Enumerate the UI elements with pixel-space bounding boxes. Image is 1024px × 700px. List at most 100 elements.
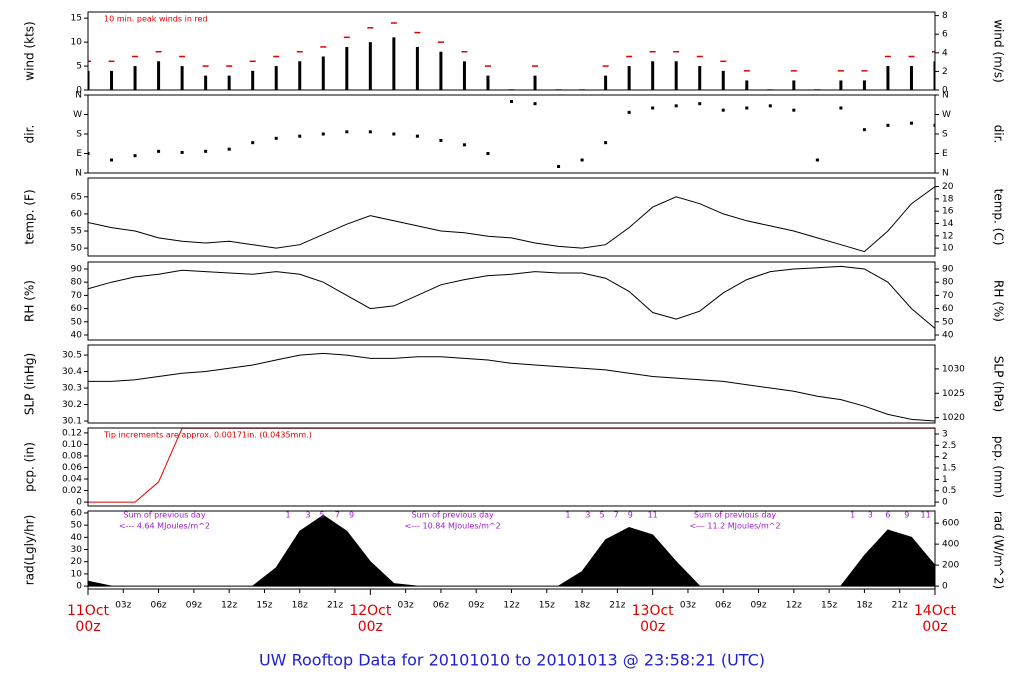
hour-mark: 6: [885, 511, 890, 520]
point: [886, 123, 890, 127]
y-axis-label: temp. (F): [23, 189, 37, 244]
y-tick-label: 60: [71, 508, 83, 518]
y-tick-label: 0.10: [62, 440, 82, 450]
y2-tick-label: 10: [942, 244, 954, 254]
y2-tick-label: 50: [942, 317, 954, 327]
panel: [88, 265, 935, 329]
line: [88, 186, 935, 253]
y-tick-label: 30: [71, 545, 83, 555]
x-tick-label: 06z: [433, 601, 449, 611]
point: [815, 158, 819, 162]
point: [368, 130, 372, 134]
x-tick-label: 12z: [503, 601, 519, 611]
plot-frame: [87, 344, 936, 424]
y-tick-label: 60: [71, 304, 83, 314]
y2-tick-label: 4: [942, 48, 948, 58]
y2-tick-label: N: [942, 91, 949, 101]
x-tick-label: 21z: [327, 601, 343, 611]
hour-mark: 1: [565, 511, 570, 520]
annotation: 10 min. peak winds in red: [104, 15, 208, 24]
y-tick-label: 50: [71, 521, 83, 531]
y2-tick-label: 0.5: [942, 486, 956, 496]
y2-tick-label: 0: [942, 582, 948, 592]
x-tick-label: 06z: [715, 601, 731, 611]
point: [839, 106, 843, 110]
y2-tick-label: 1030: [942, 364, 965, 374]
point: [580, 158, 584, 162]
y-axis-label: pcp. (in): [23, 442, 37, 492]
y2-tick-label: 14: [942, 219, 954, 229]
panel: [88, 514, 935, 587]
annotation: Sum of previous day: [123, 511, 205, 520]
point: [909, 121, 913, 125]
y2-axis-label: dir.: [992, 125, 1006, 144]
y2-tick-label: 2.5: [942, 441, 956, 451]
point: [604, 141, 608, 145]
x-date-label: 12Oct: [349, 603, 392, 619]
hour-mark: 11: [648, 511, 658, 520]
y-tick-label: 5: [76, 62, 82, 72]
annotation: Tip increments are approx. 0.00171in. (0…: [103, 431, 312, 440]
point: [792, 108, 796, 112]
y2-tick-label: 80: [942, 278, 954, 288]
point: [462, 143, 466, 147]
y-tick-label: 40: [71, 330, 83, 340]
y2-tick-label: E: [942, 149, 948, 159]
y2-tick-label: 3: [942, 429, 948, 439]
y-tick-label: E: [76, 149, 82, 159]
annotation: Sum of previous day: [694, 511, 776, 520]
plot-frame: [87, 11, 936, 91]
y-tick-label: 50: [71, 244, 83, 254]
y-tick-label: W: [73, 110, 82, 120]
x-tick-label: 15z: [256, 601, 272, 611]
x-tick-label: 09z: [468, 601, 484, 611]
y-tick-label: 65: [71, 192, 82, 202]
hour-mark: 7: [614, 511, 619, 520]
y-tick-label: 40: [71, 533, 83, 543]
x-tick-label: 18z: [574, 601, 590, 611]
point: [321, 132, 325, 136]
x-tick-label: 06z: [150, 601, 166, 611]
line: [88, 352, 935, 422]
y-tick-label: 0.06: [62, 463, 82, 473]
y2-tick-label: 2: [942, 67, 948, 77]
y-tick-label: 0.12: [62, 428, 82, 438]
y2-tick-label: 200: [942, 561, 959, 571]
y2-tick-label: 20: [942, 182, 954, 192]
annotation: <--- 11.2 MJoules/m^2: [689, 522, 780, 531]
x-tick-label: 15z: [821, 601, 837, 611]
y2-tick-label: 400: [942, 540, 959, 550]
point: [698, 102, 702, 106]
y-tick-label: 80: [71, 278, 83, 288]
point: [651, 106, 655, 110]
panel: [88, 100, 935, 168]
y2-axis-label: wind (m/s): [992, 19, 1006, 83]
y-axis-label: dir.: [23, 125, 37, 144]
annotation: <--- 10.84 MJoules/m^2: [405, 522, 501, 531]
y-axis-label: SLP (inHg): [23, 353, 37, 415]
point: [88, 152, 90, 155]
x-date-label: 00z: [358, 619, 383, 635]
hour-mark: 11: [920, 511, 930, 520]
y2-tick-label: 0: [942, 86, 948, 96]
y2-axis-label: rad (W/m^2): [992, 511, 1006, 589]
hour-mark: 3: [305, 511, 310, 520]
annotation: <--- 4.64 MJoules/m^2: [119, 522, 210, 531]
x-tick-label: 03z: [398, 601, 414, 611]
y2-axis-label: pcp. (mm): [992, 436, 1006, 498]
y2-tick-label: 1020: [942, 413, 965, 423]
plot-frame: [87, 94, 936, 174]
y2-tick-label: 600: [942, 519, 959, 529]
y2-tick-label: 90: [942, 264, 954, 274]
chart-title: UW Rooftop Data for 20101010 to 20101013…: [259, 651, 765, 670]
y-tick-label: 20: [71, 557, 83, 567]
point: [933, 123, 935, 127]
y2-tick-label: 1.5: [942, 464, 956, 474]
x-tick-label: 15z: [539, 601, 555, 611]
hour-mark: 5: [320, 511, 325, 520]
y2-tick-label: 2: [942, 452, 948, 462]
y-tick-label: 0: [76, 582, 82, 592]
y2-tick-label: 12: [942, 231, 953, 241]
point: [274, 136, 278, 140]
